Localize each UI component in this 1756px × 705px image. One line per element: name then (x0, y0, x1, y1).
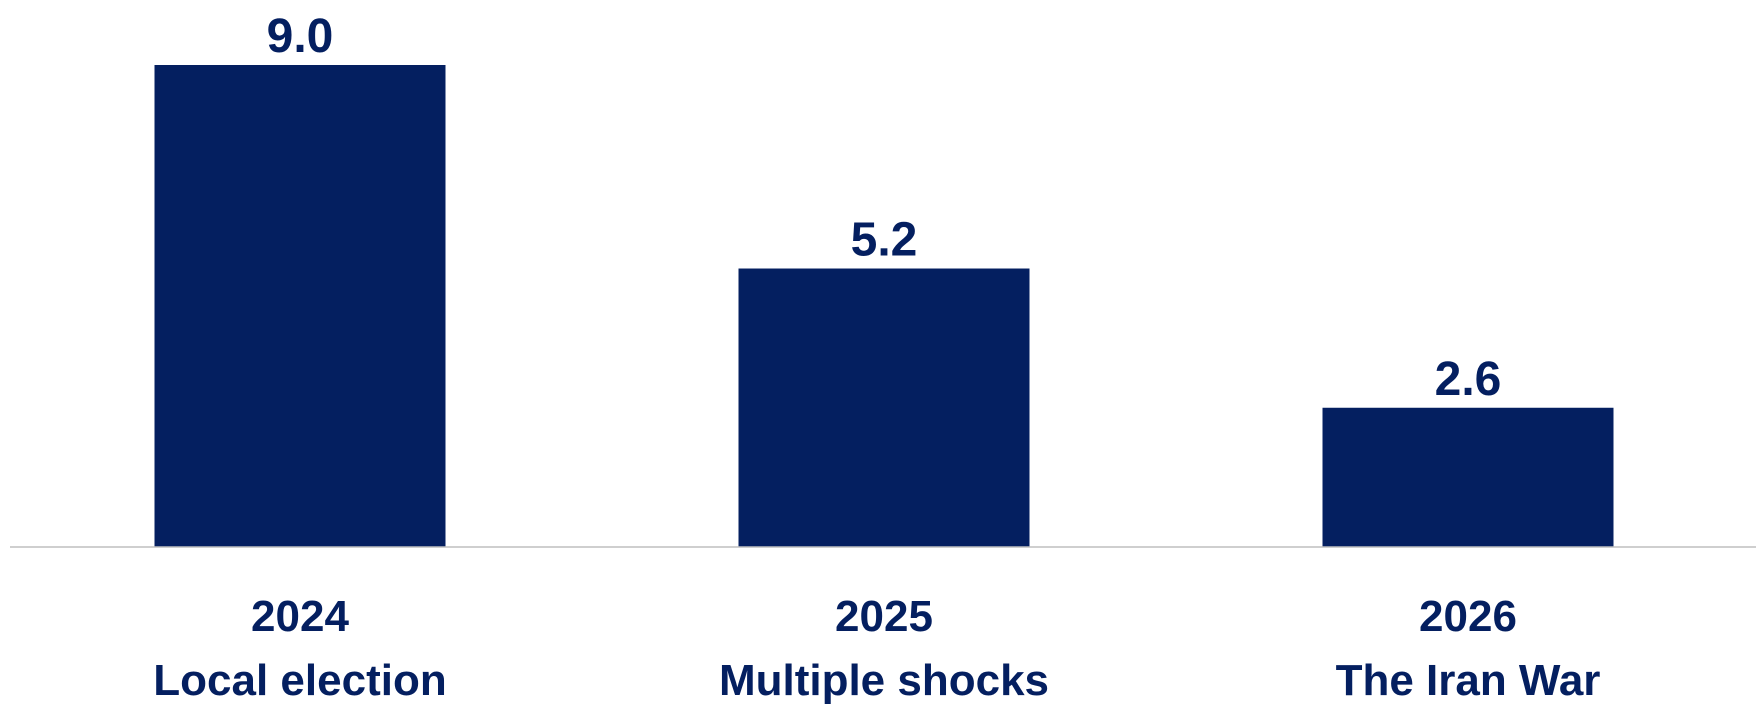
value-label-2025: 5.2 (851, 214, 918, 267)
value-labels-group: 9.0 5.2 2.6 (267, 10, 1502, 406)
category-label-2025: 2025 (835, 592, 933, 641)
category-sublabel-2026: The Iran War (1336, 656, 1601, 705)
value-label-2026: 2.6 (1435, 353, 1502, 406)
value-label-2024: 9.0 (267, 10, 334, 63)
bars-group (154, 65, 1614, 547)
bar-2025 (738, 268, 1030, 547)
bar-2026 (1322, 407, 1614, 547)
category-label-2024: 2024 (251, 592, 349, 641)
category-labels-group: 2024 Local election 2025 Multiple shocks 202… (153, 592, 1600, 705)
bar-2024 (154, 65, 446, 547)
category-label-2026: 2026 (1419, 592, 1517, 641)
category-sublabel-2025: Multiple shocks (719, 656, 1049, 705)
category-sublabel-2024: Local election (153, 656, 446, 705)
